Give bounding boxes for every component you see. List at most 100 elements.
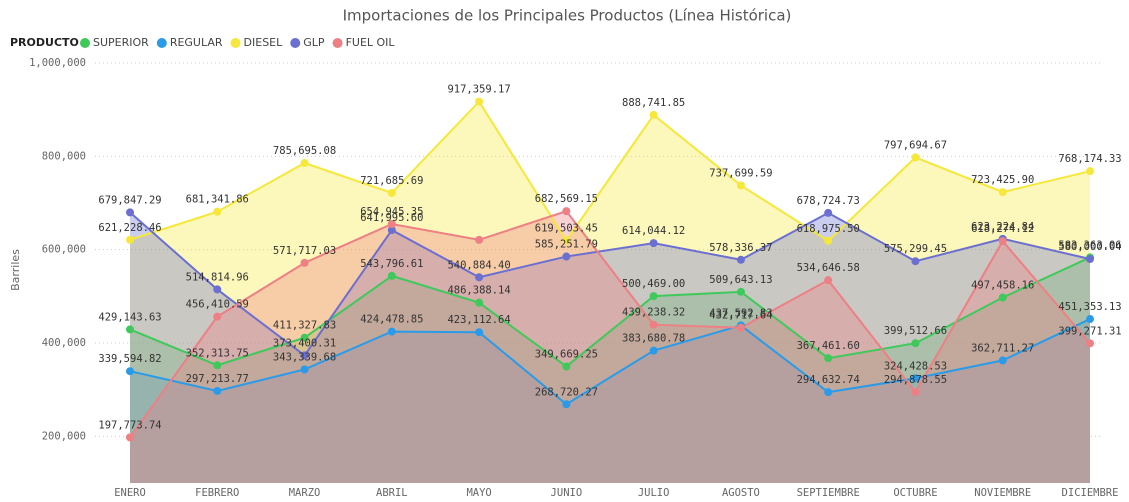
data-label: 917,359.17	[447, 84, 510, 96]
data-label: 297,213.77	[186, 373, 249, 385]
point	[1086, 339, 1094, 348]
data-label: 578,336.37	[709, 242, 772, 254]
point	[824, 276, 833, 285]
data-label: 534,646.58	[797, 262, 860, 274]
data-label: 294,632.74	[797, 374, 860, 386]
point	[475, 235, 484, 244]
point	[1086, 315, 1094, 324]
data-label: 343,339.68	[273, 351, 336, 363]
point	[387, 327, 396, 336]
point	[736, 181, 745, 190]
data-label: 585,251.79	[535, 239, 598, 251]
point	[562, 252, 571, 261]
point	[649, 110, 658, 119]
y-axis-label: Barriles	[9, 249, 22, 291]
point	[213, 386, 222, 395]
data-label: 339,594.82	[98, 353, 161, 365]
x-tick-label: DICIEMBRE	[1062, 487, 1119, 499]
legend-marker	[332, 38, 343, 48]
areas	[130, 101, 1090, 483]
data-label: 888,741.85	[622, 97, 685, 109]
data-label: 721,685.69	[360, 175, 423, 187]
point	[824, 208, 833, 217]
point	[998, 293, 1007, 302]
point	[736, 287, 745, 296]
data-label: 623,224.84	[971, 221, 1034, 233]
y-tick-label: 800,000	[42, 150, 86, 162]
data-label: 500,469.00	[622, 278, 685, 290]
data-label: 514,814.96	[186, 271, 249, 283]
data-label: 614,044.12	[622, 225, 685, 237]
point	[213, 361, 222, 370]
y-tick-label: 400,000	[42, 337, 86, 349]
point	[736, 323, 745, 332]
data-label: 349,669.25	[535, 348, 598, 360]
data-label: 399,512.66	[884, 325, 947, 337]
legend-marker	[156, 38, 167, 48]
point	[649, 239, 658, 248]
point	[387, 188, 396, 197]
x-tick-label: ABRIL	[376, 487, 408, 499]
point	[911, 153, 920, 162]
point	[1086, 254, 1094, 263]
point	[300, 159, 309, 168]
data-label: 268,720.27	[535, 386, 598, 398]
area	[130, 211, 1090, 483]
line	[129, 209, 1091, 438]
x-tick-label: JULIO	[638, 487, 670, 499]
data-label: 439,238.32	[622, 307, 685, 319]
area	[130, 212, 1090, 483]
data-label: 399,271.31	[1058, 325, 1121, 337]
data-label: 437,592.83	[709, 307, 772, 319]
y-tick-label: 1,000,000	[29, 57, 86, 69]
data-label: 424,478.85	[360, 314, 423, 326]
x-tick-label: OCTUBRE	[893, 487, 937, 499]
x-tick-label: MAYO	[466, 487, 491, 499]
point	[126, 208, 134, 217]
point	[475, 273, 484, 282]
line	[129, 318, 1091, 406]
legend-label: SUPERIOR	[93, 36, 149, 49]
legend-label: FUEL OIL	[346, 36, 396, 49]
data-label: 456,410.59	[186, 299, 249, 311]
point	[824, 354, 833, 363]
data-label: 682,569.15	[535, 193, 598, 205]
labels: 429,143.63 352,313.75 411,327.83 543,796.61…	[98, 84, 1121, 432]
data-label: 451,353.13	[1058, 301, 1121, 313]
line	[129, 99, 1091, 243]
data-label: 723,425.90	[971, 174, 1034, 186]
point	[911, 339, 920, 348]
x-tick-label: ENERO	[114, 487, 146, 499]
data-label: 362,711.27	[971, 342, 1034, 354]
x-tick-label: AGOSTO	[722, 487, 760, 499]
point	[736, 255, 745, 264]
data-label: 543,796.61	[360, 258, 423, 270]
line	[129, 211, 1091, 357]
data-label: 679,847.29	[98, 194, 161, 206]
point	[911, 374, 920, 383]
data-label: 641,995.60	[360, 212, 423, 224]
area	[130, 101, 1090, 483]
data-label: 681,341.86	[186, 194, 249, 206]
data-label: 324,428.53	[884, 360, 947, 372]
point	[126, 325, 134, 334]
data-label: 383,680.78	[622, 333, 685, 345]
point	[213, 312, 222, 321]
data-label: 411,327.83	[273, 320, 336, 332]
data-label: 429,143.63	[98, 311, 161, 323]
point	[911, 388, 920, 397]
point	[475, 298, 484, 307]
point	[213, 207, 222, 216]
data-label: 509,643.13	[709, 274, 772, 286]
point	[562, 207, 571, 216]
legend-title: PRODUCTO	[10, 36, 79, 49]
x-tick-label: MARZO	[289, 487, 321, 499]
point	[300, 351, 309, 360]
x-tick-label: FEBRERO	[195, 487, 239, 499]
point	[213, 285, 222, 294]
point	[911, 257, 920, 266]
point	[1086, 167, 1094, 176]
point	[126, 235, 134, 244]
data-label: 580,000.04	[1058, 241, 1121, 253]
